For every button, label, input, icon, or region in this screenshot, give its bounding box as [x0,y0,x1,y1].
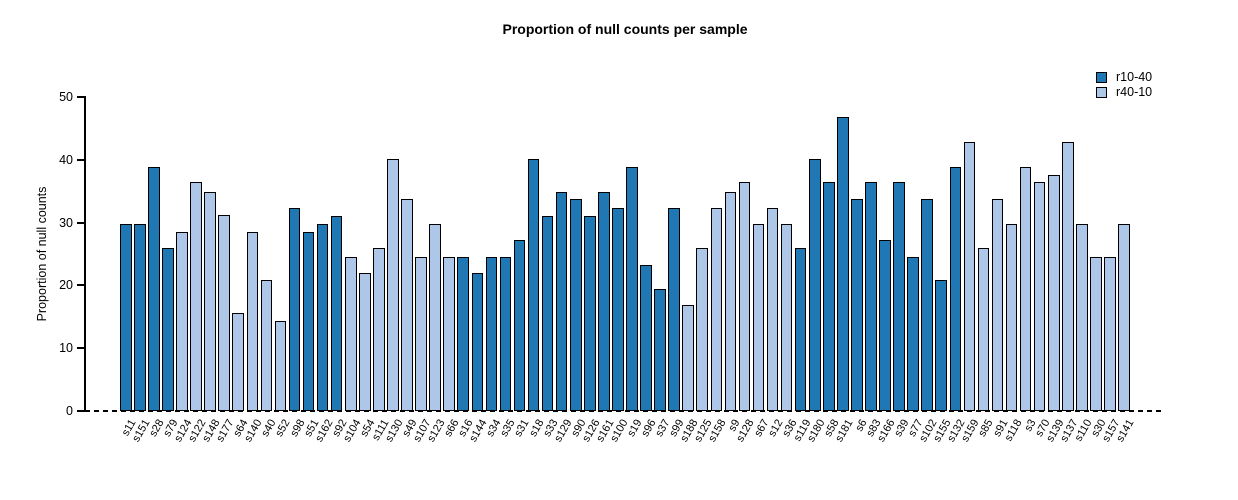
bar-s67 [752,223,765,411]
bar-s12 [766,207,779,411]
bar-s124 [176,232,188,411]
bar-s159 [963,142,976,411]
bar-s83 [865,182,877,411]
bar-s98 [288,207,301,411]
bar-s157 [1104,257,1116,411]
y-tick-label: 50 [59,90,73,104]
bar-s122 [190,182,202,411]
bar-s162 [316,223,329,411]
bar-s66 [443,257,455,411]
bar-s126 [583,215,596,411]
bar-s100 [612,207,624,411]
bar-s16 [457,257,470,411]
bar-s77 [907,257,919,411]
bar-s99 [668,207,680,411]
bar-s90 [569,199,582,411]
y-tick-mark [77,221,84,224]
bar-s37 [654,288,666,411]
bar-s49 [401,199,413,411]
bar-s139 [1047,174,1060,411]
bar-s111 [373,248,385,411]
bar-s144 [471,272,484,411]
bar-s129 [555,191,568,411]
bar-s34 [485,257,498,411]
y-axis-title: Proportion of null counts [35,186,49,322]
bar-s92 [330,215,343,411]
bar-s123 [429,223,441,411]
bar-s11 [120,223,132,411]
bar-s6 [851,199,863,411]
bar-s35 [499,257,512,411]
bar-s64 [232,313,245,411]
zero-baseline-dashed [85,410,1165,412]
bar-s31 [513,240,526,411]
legend: r10-40 r40-10 [1096,70,1152,100]
bar-s158 [710,207,723,411]
bar-s19 [626,166,638,411]
bar-s28 [148,166,160,411]
bar-s137 [1062,142,1074,411]
bar-s107 [415,257,427,411]
legend-swatch-r40-10 [1096,87,1107,98]
bar-s3 [1019,166,1032,411]
y-tick-mark [77,96,84,98]
bar-s54 [359,272,371,411]
y-tick-mark [77,410,84,412]
bar-s79 [162,248,174,411]
bar-s161 [598,191,610,411]
bar-s119 [794,248,807,411]
legend-swatch-r10-40 [1096,72,1107,83]
bar-s30 [1090,257,1102,411]
bar-s39 [893,182,905,411]
bar-s141 [1118,223,1130,411]
bar-s181 [837,117,849,411]
bar-s180 [808,159,821,411]
bar-s91 [991,199,1004,411]
bar-s51 [302,232,315,411]
bar-s118 [1005,223,1018,411]
chart-title: Proportion of null counts per sample [502,21,748,37]
bar-s166 [879,240,891,411]
bar-s128 [738,182,751,411]
y-tick-mark [77,158,84,161]
bar-s125 [696,248,709,411]
y-tick-label: 10 [59,341,73,356]
bar-s110 [1076,223,1088,411]
bar-s9 [724,191,737,411]
y-tick-mark [77,284,84,287]
y-tick-label: 0 [66,404,73,418]
y-tick-label: 40 [59,152,73,167]
bar-s104 [344,257,357,411]
y-tick-label: 30 [59,215,73,230]
bar-s40 [260,280,273,411]
bar-s36 [780,223,793,411]
bar-s70 [1033,182,1046,411]
y-axis-line [84,96,86,412]
y-tick-label: 20 [59,278,73,293]
bar-s155 [935,280,948,411]
bar-s151 [134,223,146,411]
bar-s58 [823,182,835,411]
bar-s85 [977,248,990,411]
bar-s102 [921,199,933,411]
bar-s140 [246,232,259,411]
bar-s132 [949,166,962,411]
bar-s148 [204,191,216,411]
legend-item: r10-40 [1096,70,1152,85]
bar-s177 [218,215,230,411]
bar-s130 [387,159,399,411]
bar-s33 [541,215,554,411]
bar-s52 [274,320,287,411]
y-tick-mark [77,347,84,350]
bar-s18 [527,159,540,411]
bar-s188 [682,305,694,411]
legend-item: r40-10 [1096,85,1152,100]
bar-s96 [640,264,652,411]
legend-label: r40-10 [1116,85,1153,99]
legend-label: r10-40 [1116,70,1153,84]
